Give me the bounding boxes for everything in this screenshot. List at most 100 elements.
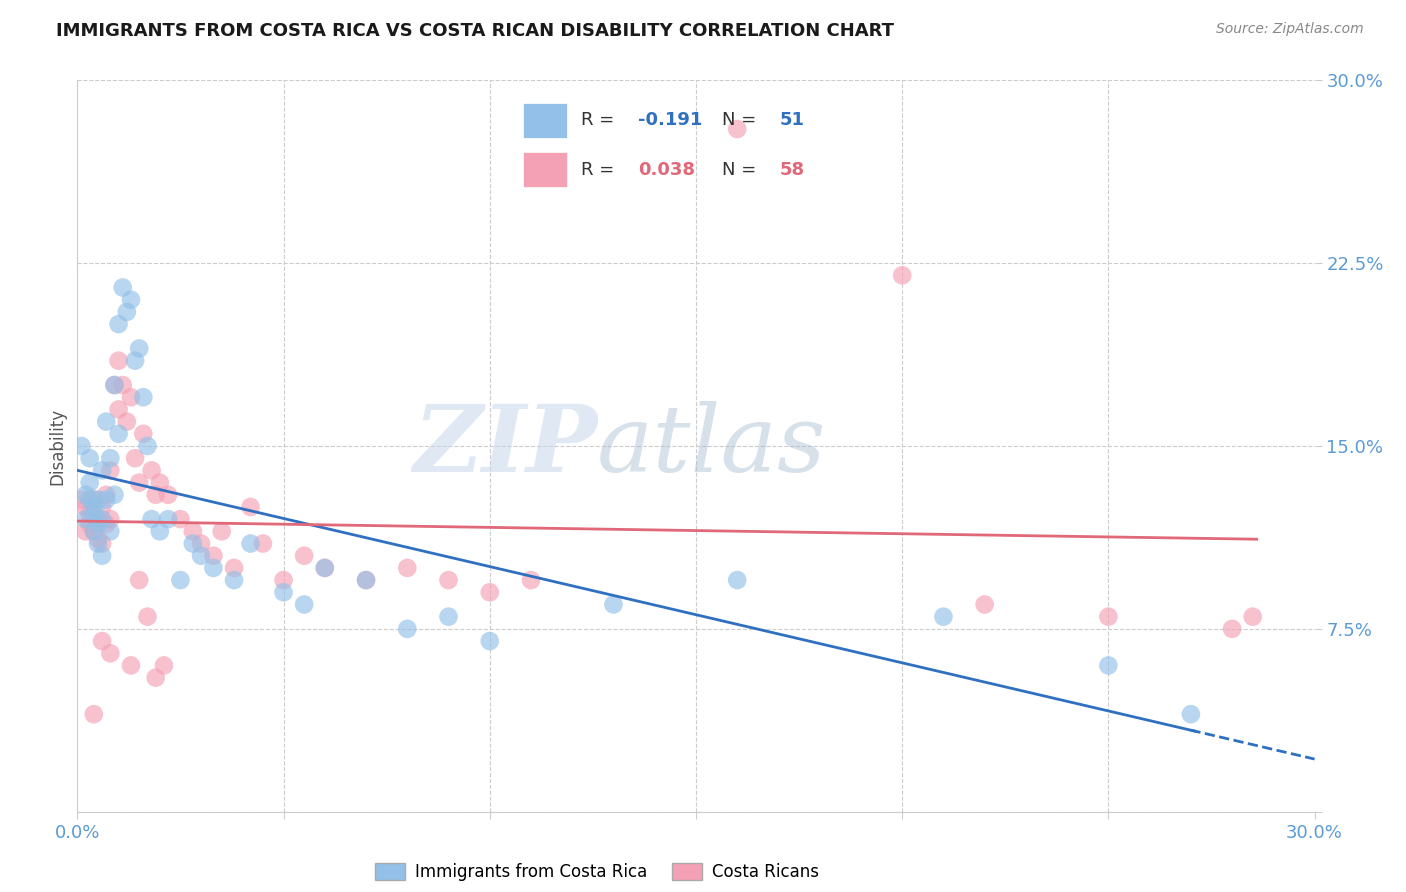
Point xyxy=(181,536,204,550)
Point xyxy=(1097,658,1119,673)
Point xyxy=(132,390,155,404)
Point xyxy=(115,415,138,429)
Point xyxy=(149,524,172,539)
Text: R =: R = xyxy=(581,161,620,178)
Point xyxy=(107,426,129,441)
Point xyxy=(75,500,97,514)
Point xyxy=(91,634,114,648)
Point xyxy=(145,671,167,685)
Point xyxy=(478,634,501,648)
Text: ZIP: ZIP xyxy=(413,401,598,491)
Point xyxy=(83,524,105,539)
Legend: Immigrants from Costa Rica, Costa Ricans: Immigrants from Costa Rica, Costa Ricans xyxy=(368,856,825,888)
Point xyxy=(79,475,101,490)
Point xyxy=(91,463,114,477)
Point xyxy=(87,516,110,531)
Text: -0.191: -0.191 xyxy=(638,112,703,129)
Point xyxy=(83,508,105,522)
Point xyxy=(96,492,118,507)
Point xyxy=(79,451,101,466)
Point xyxy=(211,524,233,539)
Point xyxy=(149,475,172,490)
Point xyxy=(973,598,995,612)
Point xyxy=(111,280,134,294)
Text: atlas: atlas xyxy=(598,401,827,491)
Point xyxy=(292,549,315,563)
Point xyxy=(120,658,142,673)
Point xyxy=(103,378,125,392)
Point xyxy=(725,573,748,587)
Point xyxy=(202,549,225,563)
Text: 51: 51 xyxy=(780,112,804,129)
Point xyxy=(190,536,212,550)
Point xyxy=(79,492,101,507)
Point xyxy=(190,549,212,563)
Point xyxy=(103,378,125,392)
Point xyxy=(153,658,176,673)
Point xyxy=(932,609,955,624)
Point xyxy=(96,415,118,429)
Point xyxy=(354,573,377,587)
Point xyxy=(124,451,146,466)
Point xyxy=(87,512,110,526)
Point xyxy=(91,549,114,563)
Point xyxy=(169,512,191,526)
Point xyxy=(396,622,419,636)
Point xyxy=(70,439,93,453)
Point xyxy=(239,500,262,514)
Point xyxy=(132,426,155,441)
Point xyxy=(145,488,167,502)
Point xyxy=(107,353,129,368)
Point xyxy=(128,475,150,490)
Text: N =: N = xyxy=(723,112,762,129)
Point xyxy=(891,268,914,283)
Point xyxy=(128,342,150,356)
Point xyxy=(136,439,159,453)
Point xyxy=(120,293,142,307)
Point xyxy=(157,512,180,526)
Text: R =: R = xyxy=(581,112,620,129)
Point xyxy=(91,500,114,514)
Point xyxy=(107,402,129,417)
Point xyxy=(128,573,150,587)
Point xyxy=(437,609,460,624)
Point xyxy=(520,573,543,587)
Point xyxy=(314,561,336,575)
Point xyxy=(437,573,460,587)
Text: 0.038: 0.038 xyxy=(638,161,695,178)
Point xyxy=(181,524,204,539)
Point xyxy=(169,573,191,587)
Point xyxy=(396,561,419,575)
Point xyxy=(136,609,159,624)
Point xyxy=(87,536,110,550)
Point xyxy=(202,561,225,575)
Point xyxy=(107,317,129,331)
FancyBboxPatch shape xyxy=(523,103,567,137)
Point xyxy=(602,598,624,612)
Point xyxy=(222,573,245,587)
Point xyxy=(1220,622,1243,636)
Point xyxy=(252,536,274,550)
Point xyxy=(1097,609,1119,624)
Point xyxy=(79,516,101,531)
Point xyxy=(103,488,125,502)
Point xyxy=(83,492,105,507)
Point xyxy=(222,561,245,575)
Text: N =: N = xyxy=(723,161,762,178)
Point xyxy=(239,536,262,550)
Point xyxy=(141,512,163,526)
Point xyxy=(98,646,121,660)
Point xyxy=(314,561,336,575)
Point xyxy=(1241,609,1264,624)
Point xyxy=(124,353,146,368)
Point xyxy=(96,488,118,502)
Point xyxy=(83,707,105,722)
Text: Source: ZipAtlas.com: Source: ZipAtlas.com xyxy=(1216,22,1364,37)
Point xyxy=(87,532,110,546)
Point xyxy=(98,451,121,466)
Point xyxy=(157,488,180,502)
Point xyxy=(96,516,118,531)
Point xyxy=(1180,707,1202,722)
Point xyxy=(292,598,315,612)
Point xyxy=(83,500,105,514)
